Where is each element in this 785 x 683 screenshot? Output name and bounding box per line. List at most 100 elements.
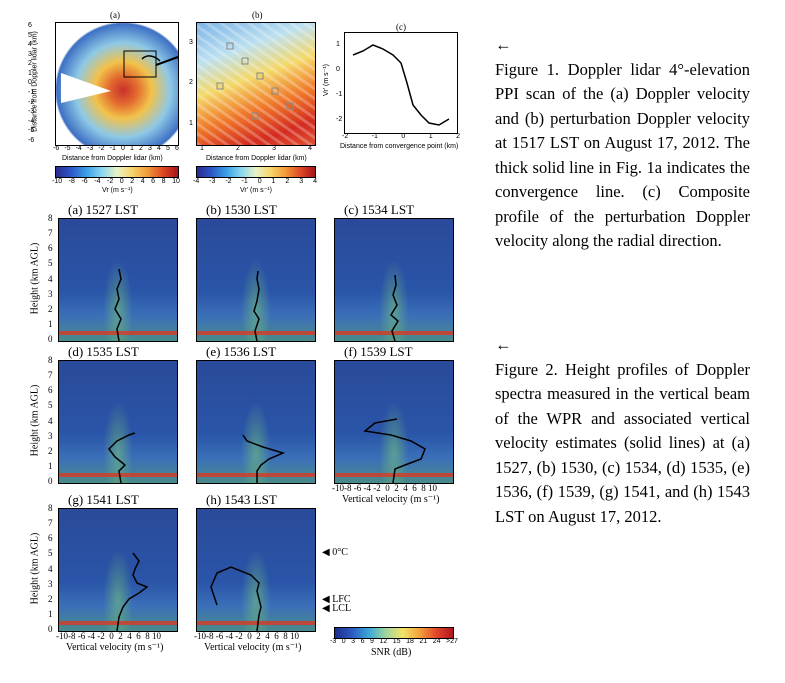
- colorbar-snr-label: SNR (dB): [371, 647, 412, 658]
- tick-label: 4: [28, 41, 32, 49]
- height-axis-label: Height (km AGL): [29, 532, 41, 605]
- panel-b-yticks: 3 2 1: [189, 22, 193, 144]
- panel-c-xticks: -2 -1 0 1 2: [342, 133, 460, 140]
- tick-label: -3: [28, 108, 35, 116]
- panel-b-label: (b): [252, 10, 263, 20]
- tick-label: 0: [401, 133, 406, 140]
- panel-b-xticks: 1 2 3 4: [200, 145, 312, 152]
- tick-label: -2: [225, 178, 232, 185]
- tick-label: 6: [360, 638, 365, 645]
- panel-title: (f) 1539 LST: [344, 344, 413, 359]
- tick-label: 3: [189, 38, 193, 46]
- tick-label: 0: [336, 66, 340, 73]
- tick-label: -1: [241, 178, 248, 185]
- tick-label: 1: [200, 145, 204, 152]
- tick-label: -5: [28, 127, 35, 135]
- tick-label: 0: [28, 79, 32, 87]
- wpr-spectra-panel: [58, 508, 178, 632]
- panel-title: (g) 1541 LST: [68, 492, 139, 507]
- tick-label: -3: [209, 178, 216, 185]
- composite-profile-line: [352, 44, 450, 126]
- marker-lcl: ◀ LCL: [322, 603, 352, 614]
- tick-label: -2: [28, 98, 35, 106]
- tick-label: -3: [86, 145, 94, 152]
- panel-c-xlabel: Distance from convergence point (km): [340, 143, 459, 150]
- tick-label: -1: [336, 91, 343, 98]
- tick-label: 24: [432, 638, 441, 645]
- tick-label: 2: [28, 60, 32, 68]
- panel-title: (c) 1534 LST: [344, 202, 415, 217]
- tick-label: -2: [107, 178, 114, 185]
- tick-label: 3: [299, 178, 304, 185]
- panel-c-ylabel: Vr' (m s⁻¹): [323, 64, 330, 96]
- tick-label: -1: [109, 145, 116, 152]
- tick-label: 18: [406, 638, 414, 645]
- wpr-spectra-panel: [334, 218, 454, 342]
- tick-label: -3: [330, 638, 337, 645]
- tick-label: 0: [120, 145, 125, 152]
- tick-label: -4: [94, 178, 101, 185]
- wpr-spectra-panel: [334, 360, 454, 484]
- tick-label: 4: [308, 145, 312, 152]
- panel-title: (h) 1543 LST: [206, 492, 277, 507]
- panel-a-label: (a): [110, 10, 120, 20]
- tick-label: -6: [81, 178, 88, 185]
- velocity-axis-label: Vertical velocity (m s⁻¹): [66, 642, 164, 653]
- figure-1-caption-text: Figure 1. Doppler lidar 4°-elevation PPI…: [495, 59, 750, 251]
- tick-label: 10: [172, 178, 180, 185]
- tick-label: 2: [189, 79, 193, 87]
- tick-label: -6: [53, 145, 60, 152]
- tick-label: 1: [189, 120, 193, 128]
- tick-label: 2: [130, 178, 135, 185]
- marker-lfc: ◀ LFC: [322, 594, 351, 605]
- tick-label: 3: [28, 50, 32, 58]
- wpr-spectra-panel: [196, 508, 316, 632]
- height-axis-label: Height (km AGL): [29, 242, 41, 315]
- figure-2-caption-text: Figure 2. Height profiles of Doppler spe…: [495, 359, 750, 526]
- colorbar-vr-perturbation-label: Vr' (m s⁻¹): [240, 187, 272, 194]
- tick-label: -6: [28, 136, 35, 144]
- velocity-ticks: -10-8 -6 -4 -2 0 2 4 6 8 10: [194, 631, 299, 641]
- tick-label: 5: [165, 145, 170, 152]
- tick-label: 21: [419, 638, 428, 645]
- panel-a-xticks: -6 -5 -4 -3 -2 -1 0 1 2 3 4 5 6: [53, 145, 179, 152]
- tick-label: 8: [161, 178, 166, 185]
- height-axis-label: Height (km AGL): [29, 384, 41, 457]
- ppi-overlay: [61, 50, 178, 103]
- ppi-velocity-panel: [55, 22, 179, 146]
- wpr-spectra-panel: [196, 218, 316, 342]
- caption-arrow-2: ←: [495, 335, 512, 354]
- tick-label: -2: [336, 116, 343, 123]
- colorbar-vr-ticks: -10 -8 -6 -4 -2 0 2 4 6 8 10: [52, 178, 180, 185]
- tick-label: 2: [236, 145, 240, 152]
- tick-label: >27: [446, 638, 458, 645]
- tick-label: 1: [428, 133, 433, 140]
- tick-label: 6: [174, 145, 179, 152]
- colorbar-snr-ticks: -3 0 3 6 9 12 15 18 21 24 >27: [330, 638, 458, 645]
- composite-profile-panel: [344, 32, 458, 134]
- panel-title: (a) 1527 LST: [68, 202, 139, 217]
- panel-title: (d) 1535 LST: [68, 344, 139, 359]
- tick-label: 0: [341, 638, 346, 645]
- tick-label: 1: [336, 41, 340, 48]
- panel-a-xlabel: Distance from Doppler lidar (km): [62, 155, 163, 162]
- tick-label: 1: [129, 145, 134, 152]
- velocity-axis-label: Vertical velocity (m s⁻¹): [342, 494, 440, 505]
- velocity-ticks: -10-8 -6 -4 -2 0 2 4 6 8 10: [56, 631, 161, 641]
- velocity-axis-label: Vertical velocity (m s⁻¹): [204, 642, 302, 653]
- colorbar-snr: [334, 627, 454, 639]
- tick-label: -4: [28, 117, 35, 125]
- tick-label: 6: [151, 178, 156, 185]
- tick-label: 2: [456, 133, 460, 140]
- tick-label: 4: [140, 178, 145, 185]
- wpr-spectra-panel: [196, 360, 316, 484]
- colorbar-vr-perturbation: [196, 166, 316, 178]
- tick-label: 1: [28, 69, 32, 77]
- tick-label: 4: [156, 145, 161, 152]
- tick-label: -10: [52, 178, 63, 185]
- tick-label: -1: [28, 89, 35, 97]
- tick-label: 12: [379, 638, 388, 645]
- wpr-spectra-panel: [58, 360, 178, 484]
- tick-label: -4: [193, 178, 200, 185]
